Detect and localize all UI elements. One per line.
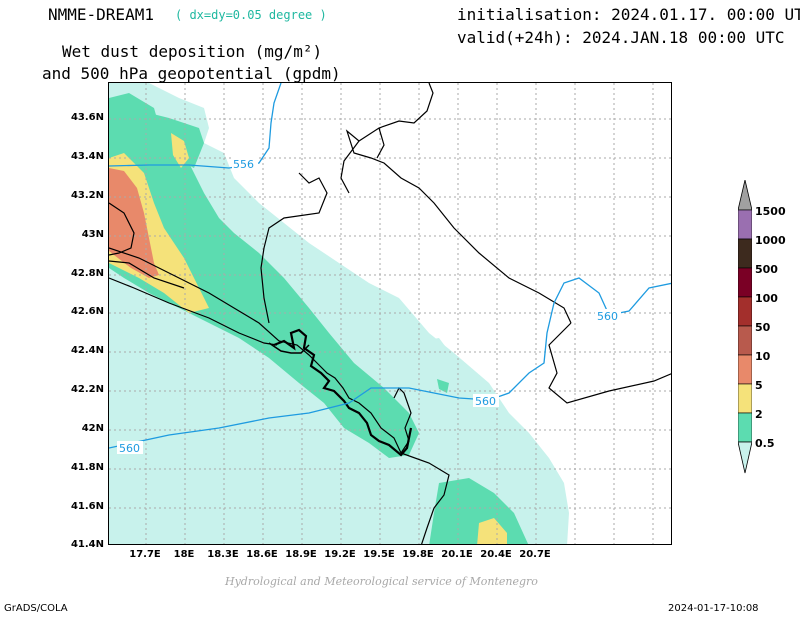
credit-text: Hydrological and Meteorological service … (225, 575, 538, 588)
map-canvas: 556 560 560 560 (109, 83, 671, 544)
contour-labels: 556 560 560 560 (117, 157, 621, 455)
model-resolution: ( dx=dy=0.05 degree ) (175, 8, 327, 22)
colorbar-label-10: 10 (755, 350, 771, 363)
map-panel: 556 560 560 560 (108, 82, 672, 545)
lon-label-19.8E: 19.8E (402, 549, 434, 560)
lon-label-19.5E: 19.5E (363, 549, 395, 560)
lon-label-18.3E: 18.3E (207, 549, 239, 560)
colorbar-swatch-50 (738, 325, 752, 356)
grid-lines (109, 83, 671, 544)
colorbar-label-1500: 1500 (755, 205, 786, 218)
deposition-area-2-d (437, 379, 449, 393)
valid-time: valid(+24h): 2024.JAN.18 00:00 UTC (457, 28, 785, 47)
colorbar-swatch-500 (738, 267, 752, 298)
lon-label-20.7E: 20.7E (519, 549, 551, 560)
colorbar-top-arrow (738, 180, 752, 211)
deposition-area-0.5-b (409, 338, 454, 373)
lon-label-18.6E: 18.6E (246, 549, 278, 560)
colorbar-swatch-100 (738, 296, 752, 327)
colorbar-swatch-2 (738, 412, 752, 443)
creation-timestamp: 2024-01-17-10:08 (668, 603, 759, 614)
lon-label-18.9E: 18.9E (285, 549, 317, 560)
model-title: NMME-DREAM1 (48, 5, 154, 24)
lat-label-41.8N: 41.8N (70, 462, 104, 473)
colorbar-swatch-1000 (738, 238, 752, 269)
geopotential-contours (109, 83, 671, 449)
deposition-area-10 (109, 168, 159, 278)
contour-label-556: 556 (233, 158, 254, 171)
deposition-area-5-c (477, 518, 507, 544)
lat-label-42.8N: 42.8N (70, 268, 104, 279)
lon-label-17.7E: 17.7E (129, 549, 161, 560)
country-borders (109, 83, 671, 544)
grads-label: GrADS/COLA (4, 603, 68, 614)
lon-label-18E: 18E (173, 549, 195, 560)
colorbar-label-100: 100 (755, 292, 778, 305)
colorbar-label-50: 50 (755, 321, 771, 334)
lat-label-42N: 42N (81, 423, 104, 434)
lon-label-20.4E: 20.4E (480, 549, 512, 560)
contour-label-560-c: 560 (597, 310, 618, 323)
colorbar-swatch-5 (738, 383, 752, 414)
coastline-montenegro (273, 328, 413, 457)
colorbar-label-5: 5 (755, 379, 763, 392)
contour-label-560-a: 560 (119, 442, 140, 455)
colorbar-label-0.5: 0.5 (755, 437, 775, 450)
lat-label-42.2N: 42.2N (70, 384, 104, 395)
lat-label-43.6N: 43.6N (70, 112, 104, 123)
contour-label-560-b: 560 (475, 395, 496, 408)
colorbar-label-2: 2 (755, 408, 763, 421)
lat-label-42.4N: 42.4N (70, 345, 104, 356)
lon-label-19.2E: 19.2E (324, 549, 356, 560)
lat-label-42.6N: 42.6N (70, 306, 104, 317)
colorbar-swatch-1500 (738, 209, 752, 240)
colorbar-bottom-arrow (738, 441, 752, 474)
colorbar-swatch-10 (738, 354, 752, 385)
lat-label-43.4N: 43.4N (70, 151, 104, 162)
lat-label-43.2N: 43.2N (70, 190, 104, 201)
colorbar-label-1000: 1000 (755, 234, 786, 247)
field-title-line1: Wet dust deposition (mg/m²) (62, 42, 323, 61)
field-title-line2: and 500 hPa geopotential (gpdm) (42, 64, 341, 83)
colorbar-label-500: 500 (755, 263, 778, 276)
skadar-lake (268, 342, 310, 354)
deposition-area-2-c (429, 478, 529, 544)
initialisation-time: initialisation: 2024.01.17. 00:00 UTC (457, 5, 800, 24)
lat-label-43N: 43N (81, 229, 104, 240)
deposition-area-0.5-c (109, 383, 369, 544)
lat-label-41.6N: 41.6N (70, 501, 104, 512)
lat-label-41.4N: 41.4N (70, 539, 104, 550)
colorbar (738, 180, 752, 474)
lon-label-20.1E: 20.1E (441, 549, 473, 560)
